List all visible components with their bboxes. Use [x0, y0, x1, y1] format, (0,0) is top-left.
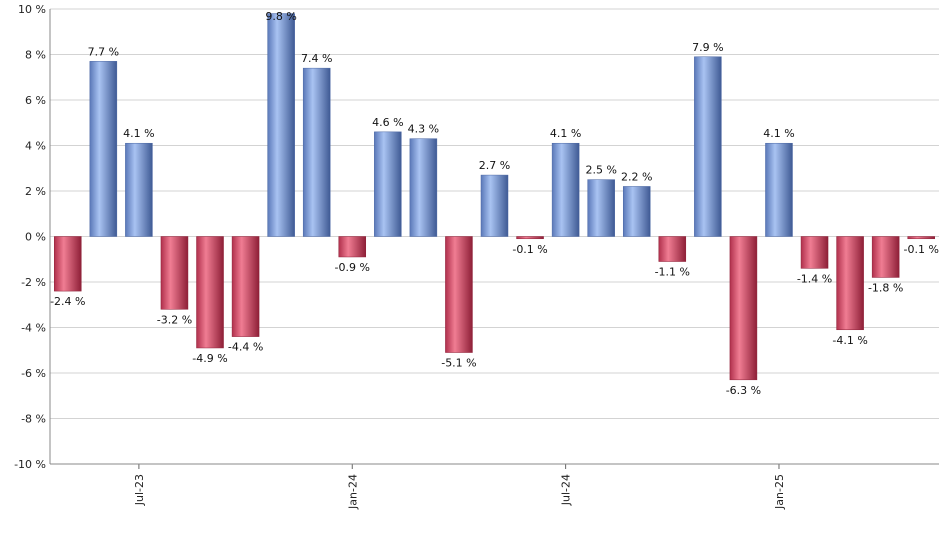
bar-value-label: -2.4 % [50, 295, 85, 308]
x-tick-label: Jul-23 [133, 474, 146, 506]
y-tick-label: -10 % [14, 458, 46, 471]
bar-value-label: 9.8 % [265, 10, 296, 23]
y-tick-label: 2 % [25, 185, 46, 198]
bar-value-label: -1.1 % [655, 266, 690, 279]
y-tick-label: -8 % [21, 413, 46, 426]
x-tick-label: Jan-24 [346, 474, 359, 510]
bar-value-label: -0.1 % [512, 243, 547, 256]
x-tick-label: Jul-24 [560, 474, 573, 506]
bar [729, 236, 758, 381]
bar [409, 138, 438, 237]
bar-value-labels: -2.4 % 7.7 % 4.1 % -3.2 % -4.9 %-4.4 % 9.8 % 7… [50, 10, 939, 397]
x-tick-label: Jan-25 [773, 474, 786, 510]
y-tick-label: 0 % [25, 231, 46, 244]
axes [49, 9, 939, 465]
bar [551, 142, 580, 237]
bar-value-label: -0.1 % [904, 243, 939, 256]
bar-value-label: -6.3 % [726, 384, 761, 397]
bar-value-label: 4.6 % [372, 116, 403, 129]
bar [160, 236, 189, 310]
bar-value-label: 2.7 % [479, 159, 510, 172]
bar-value-label: 7.4 % [301, 52, 332, 65]
bar-value-label: 2.5 % [585, 164, 616, 177]
bar [374, 131, 402, 237]
bar [196, 236, 224, 349]
bar [267, 13, 295, 237]
bar [231, 236, 260, 337]
bar-value-label: 7.7 % [88, 45, 119, 58]
bar-value-label: 4.3 % [408, 123, 439, 136]
bar-value-label: -1.4 % [797, 272, 832, 285]
bar [89, 61, 118, 237]
bar-value-label: 4.1 % [763, 127, 794, 140]
y-tick-label: -4 % [21, 322, 46, 335]
bar-value-label: 2.2 % [621, 170, 652, 183]
bar [800, 236, 829, 269]
bar [125, 142, 153, 237]
bar [907, 236, 935, 240]
bar-value-label: 4.1 % [123, 127, 154, 140]
bar [694, 56, 722, 237]
y-tick-label: 6 % [25, 94, 46, 107]
y-tick-label: 8 % [25, 49, 46, 62]
bar-value-label: -4.4 % [228, 341, 263, 354]
bar [302, 67, 331, 237]
y-tick-label: 10 % [18, 3, 46, 16]
bar [836, 236, 864, 331]
bar [445, 236, 473, 353]
bar-value-label: -4.1 % [832, 334, 867, 347]
bar-value-label: -4.9 % [192, 352, 227, 365]
y-tick-label: -2 % [21, 276, 46, 289]
bar [871, 236, 900, 278]
x-axis-ticks: Jul-23 Jan-24 Jul-24 Jan-25 [133, 464, 786, 510]
bar-value-label: 4.1 % [550, 127, 581, 140]
bar [587, 179, 615, 237]
bar-value-label: -3.2 % [157, 313, 192, 326]
bar [516, 236, 544, 240]
bars [54, 13, 935, 381]
bar [658, 236, 687, 262]
bar [765, 142, 793, 237]
bar [622, 186, 651, 237]
y-tick-label: 4 % [25, 140, 46, 153]
bar-value-label: 7.9 % [692, 41, 723, 54]
bar-value-label: -5.1 % [441, 357, 476, 370]
bar [54, 236, 82, 292]
y-axis-tick-labels: -10 % -8 % -6 % -4 % -2 % 0 % 2 % 4 % 6 % 8 % 10 % [14, 3, 46, 471]
bar [480, 174, 509, 237]
bar-value-label: -0.9 % [335, 261, 370, 274]
y-tick-label: -6 % [21, 367, 46, 380]
bar [338, 236, 367, 258]
bar-value-label: -1.8 % [868, 281, 903, 294]
